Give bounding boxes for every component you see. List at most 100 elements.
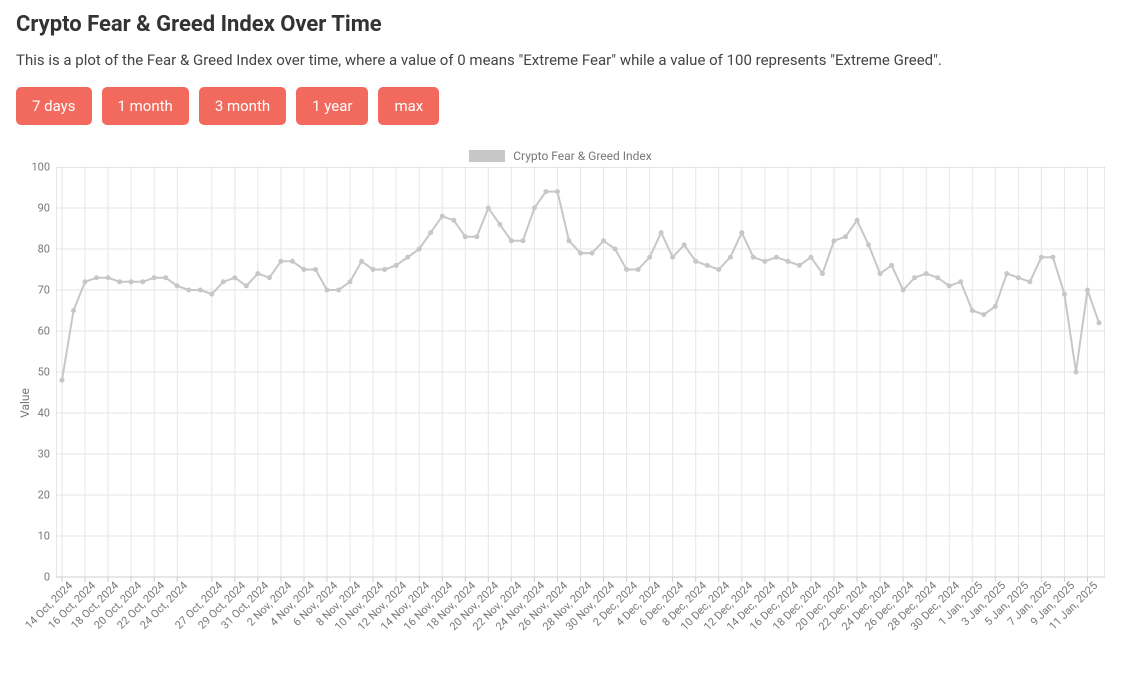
data-point[interactable] (129, 279, 134, 284)
data-point[interactable] (970, 308, 975, 313)
data-point[interactable] (555, 189, 560, 194)
data-point[interactable] (313, 267, 318, 272)
data-point[interactable] (935, 275, 940, 280)
data-point[interactable] (947, 283, 952, 288)
data-point[interactable] (808, 255, 813, 260)
data-point[interactable] (739, 230, 744, 235)
data-point[interactable] (901, 288, 906, 293)
range-button-3-month[interactable]: 3 month (199, 87, 286, 125)
data-point[interactable] (578, 251, 583, 256)
data-point[interactable] (843, 234, 848, 239)
data-point[interactable] (175, 283, 180, 288)
data-point[interactable] (601, 238, 606, 243)
data-point[interactable] (912, 275, 917, 280)
data-point[interactable] (1039, 255, 1044, 260)
data-point[interactable] (290, 259, 295, 264)
data-point[interactable] (255, 271, 260, 276)
data-point[interactable] (382, 267, 387, 272)
data-point[interactable] (1073, 370, 1078, 375)
legend-swatch (469, 150, 505, 162)
data-point[interactable] (889, 263, 894, 268)
data-point[interactable] (1085, 288, 1090, 293)
data-point[interactable] (705, 263, 710, 268)
data-point[interactable] (636, 267, 641, 272)
data-point[interactable] (670, 255, 675, 260)
data-point[interactable] (751, 255, 756, 260)
data-point[interactable] (1062, 292, 1067, 297)
data-point[interactable] (267, 275, 272, 280)
data-point[interactable] (624, 267, 629, 272)
data-point[interactable] (1027, 279, 1032, 284)
data-point[interactable] (221, 279, 226, 284)
data-point[interactable] (417, 247, 422, 252)
data-point[interactable] (762, 259, 767, 264)
data-point[interactable] (371, 267, 376, 272)
data-point[interactable] (532, 206, 537, 211)
data-point[interactable] (993, 304, 998, 309)
range-button-max[interactable]: max (378, 87, 439, 125)
data-point[interactable] (83, 279, 88, 284)
range-button-1-month[interactable]: 1 month (102, 87, 189, 125)
y-tick-label: 30 (38, 448, 50, 461)
data-point[interactable] (486, 206, 491, 211)
data-point[interactable] (716, 267, 721, 272)
data-point[interactable] (797, 263, 802, 268)
data-point[interactable] (301, 267, 306, 272)
data-point[interactable] (428, 230, 433, 235)
data-point[interactable] (94, 275, 99, 280)
data-point[interactable] (728, 255, 733, 260)
y-tick-label: 0 (44, 571, 50, 584)
data-point[interactable] (878, 271, 883, 276)
data-point[interactable] (543, 189, 548, 194)
data-point[interactable] (509, 238, 514, 243)
data-point[interactable] (117, 279, 122, 284)
data-point[interactable] (140, 279, 145, 284)
data-point[interactable] (71, 308, 76, 313)
data-point[interactable] (774, 255, 779, 260)
y-tick-label: 90 (38, 202, 50, 215)
data-point[interactable] (106, 275, 111, 280)
data-point[interactable] (232, 275, 237, 280)
data-point[interactable] (958, 279, 963, 284)
data-point[interactable] (866, 242, 871, 247)
data-point[interactable] (613, 247, 618, 252)
data-point[interactable] (855, 218, 860, 223)
data-point[interactable] (152, 275, 157, 280)
data-point[interactable] (659, 230, 664, 235)
data-point[interactable] (474, 234, 479, 239)
data-point[interactable] (336, 288, 341, 293)
data-point[interactable] (682, 242, 687, 247)
data-point[interactable] (186, 288, 191, 293)
data-point[interactable] (1016, 275, 1021, 280)
range-button-7-days[interactable]: 7 days (16, 87, 92, 125)
data-point[interactable] (198, 288, 203, 293)
data-point[interactable] (647, 255, 652, 260)
data-point[interactable] (405, 255, 410, 260)
data-point[interactable] (359, 259, 364, 264)
data-point[interactable] (785, 259, 790, 264)
data-point[interactable] (278, 259, 283, 264)
data-point[interactable] (440, 214, 445, 219)
data-point[interactable] (209, 292, 214, 297)
data-point[interactable] (463, 234, 468, 239)
data-point[interactable] (1097, 320, 1102, 325)
data-point[interactable] (1004, 271, 1009, 276)
data-point[interactable] (394, 263, 399, 268)
data-point[interactable] (348, 279, 353, 284)
data-point[interactable] (820, 271, 825, 276)
data-point[interactable] (497, 222, 502, 227)
data-point[interactable] (693, 259, 698, 264)
data-point[interactable] (590, 251, 595, 256)
data-point[interactable] (451, 218, 456, 223)
data-point[interactable] (924, 271, 929, 276)
data-point[interactable] (566, 238, 571, 243)
data-point[interactable] (244, 283, 249, 288)
data-point[interactable] (60, 378, 65, 383)
data-point[interactable] (325, 288, 330, 293)
data-point[interactable] (831, 238, 836, 243)
data-point[interactable] (163, 275, 168, 280)
data-point[interactable] (520, 238, 525, 243)
data-point[interactable] (1050, 255, 1055, 260)
range-button-1-year[interactable]: 1 year (296, 87, 368, 125)
data-point[interactable] (981, 312, 986, 317)
